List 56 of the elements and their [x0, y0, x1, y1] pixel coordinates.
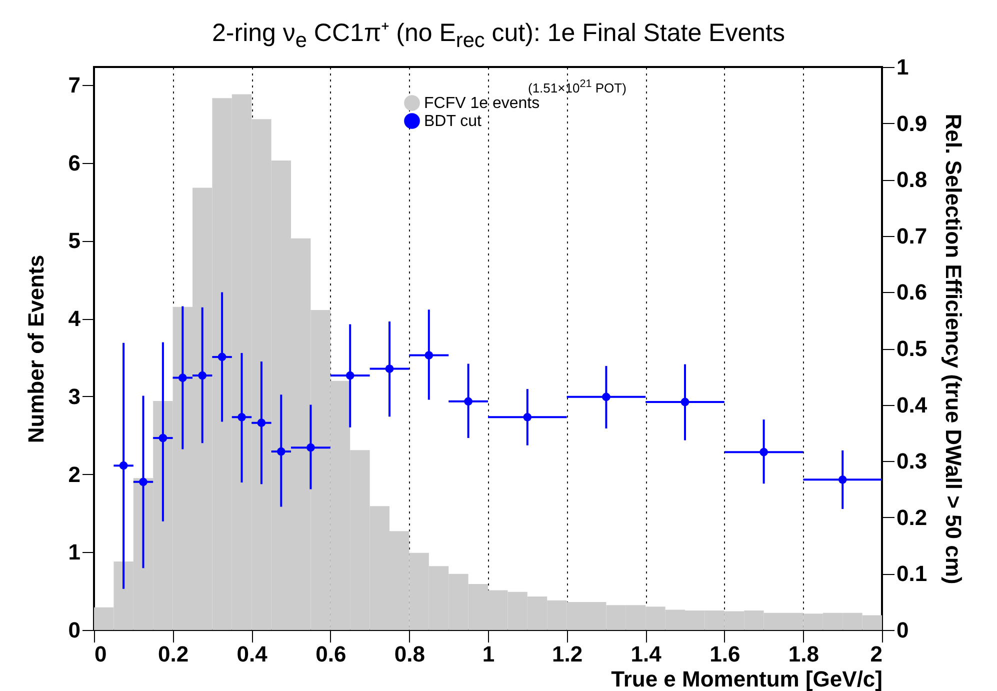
point: [276, 447, 286, 456]
point: [178, 374, 187, 382]
point: [680, 398, 690, 406]
point: [385, 364, 394, 373]
y2-tick-label: 0.4: [896, 392, 928, 418]
point: [158, 434, 168, 442]
y2-tick-label: 0.2: [896, 504, 928, 530]
point: [119, 461, 128, 470]
x-tick-label: 0: [94, 642, 107, 666]
point: [238, 413, 246, 422]
y-tick-label: 4: [68, 306, 82, 332]
y2-tick-label: 0.3: [896, 448, 928, 474]
y2-axis-title: Rel. Selection Efficiency (true DWall > 50 cm): [941, 114, 966, 584]
point: [760, 448, 768, 456]
y-tick-label: 7: [68, 72, 80, 98]
x-tick-label: 0.4: [236, 642, 268, 666]
y2-tick-label: 0.6: [896, 280, 928, 305]
x-tick-label: 1.8: [788, 642, 819, 666]
x-tick-label: 0.6: [316, 642, 346, 666]
point: [602, 392, 610, 402]
y-axis-title: Number of Events: [23, 254, 48, 444]
point: [464, 397, 472, 406]
y2-tick-label: 0.8: [896, 167, 928, 192]
point: [424, 351, 434, 360]
y2-tick-label: 0.5: [896, 336, 928, 361]
y-tick-label: 5: [68, 228, 80, 254]
point: [346, 371, 354, 380]
y2-tick-label: 0: [896, 618, 909, 642]
y-tick-label: 2: [68, 462, 80, 487]
chart-title: 2-ring ν$_{e}$ CC1π⁺ (no E$_{rec}$ cut): 1e Final State Events: [211, 18, 786, 53]
y-tick-label: 0: [68, 618, 80, 642]
y-tick-label: 3: [68, 384, 80, 409]
point: [257, 418, 266, 427]
legend-label: BDT cut: [424, 113, 482, 130]
y-tick-label: 6: [68, 150, 80, 176]
point: [218, 352, 226, 362]
point: [139, 478, 148, 486]
point: [523, 413, 532, 422]
x-tick-label: 1: [482, 642, 495, 666]
x-tick-label: 2: [870, 642, 882, 666]
legend-label: FCFV 1e events: [424, 95, 540, 112]
x-tick-label: 1.6: [710, 642, 740, 666]
point: [838, 476, 847, 484]
y-tick-label: 1: [68, 540, 80, 565]
x-axis-title: True e Momentum [GeV/c]: [611, 666, 882, 691]
point: [306, 443, 315, 452]
y2-tick-label: 0.7: [896, 223, 928, 248]
y2-tick-label: 1: [896, 54, 909, 80]
point: [198, 371, 207, 380]
annotation: (1.51×10$^{21}$ POT): [528, 78, 626, 96]
y2-tick-label: 0.9: [896, 110, 928, 136]
x-tick-label: 0.8: [394, 642, 425, 666]
x-tick-label: 0.2: [158, 642, 189, 666]
y2-tick-label: 0.1: [896, 561, 928, 586]
x-tick-label: 1.2: [552, 642, 583, 666]
x-tick-label: 1.4: [630, 642, 662, 666]
